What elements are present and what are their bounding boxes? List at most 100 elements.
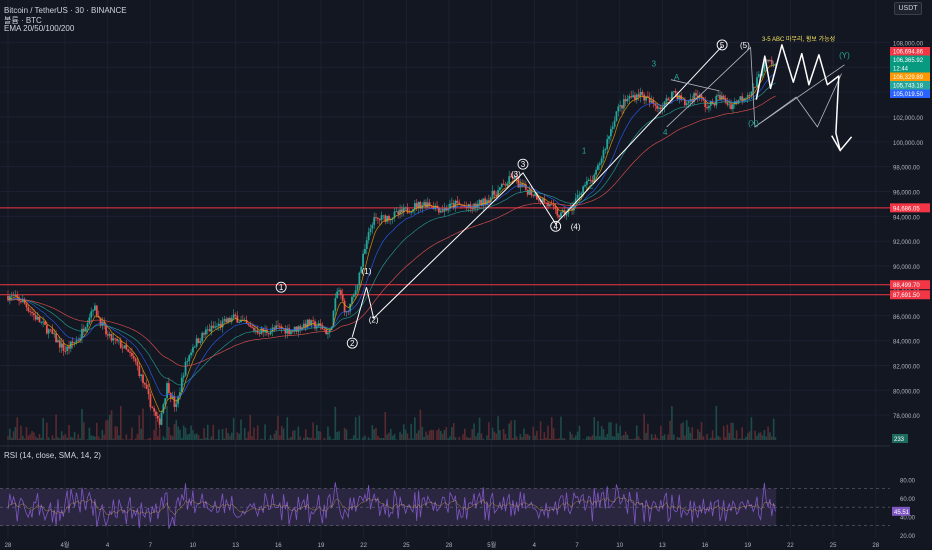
candle-body (399, 209, 401, 215)
volume-bar (489, 439, 492, 440)
volume-bar (582, 439, 584, 440)
candle-body (142, 374, 144, 384)
candle-body (656, 105, 659, 109)
volume-bar (153, 429, 155, 440)
candle-body (249, 324, 252, 327)
volume-bar (214, 439, 216, 440)
wave-label: (1) (362, 267, 372, 276)
wave-label: 3 (521, 160, 526, 169)
volume-bar (432, 430, 435, 440)
volume-bar (323, 437, 326, 440)
price-tick-label: 100,000.00 (893, 141, 924, 147)
candle-body (695, 93, 697, 96)
candle-body (42, 321, 45, 323)
candle-body (441, 210, 444, 212)
volume-bar (269, 435, 272, 440)
candle-body (229, 317, 231, 322)
candle-body (95, 305, 98, 317)
rsi-line (7, 482, 776, 529)
candle-body (345, 311, 348, 313)
candle-body (90, 311, 93, 318)
candle-body (58, 340, 61, 348)
candle-body (454, 200, 457, 208)
candle-body (27, 307, 30, 312)
volume-bar (745, 436, 747, 440)
volume-bar (532, 426, 535, 440)
volume-bar (445, 427, 448, 440)
volume-bar (454, 437, 457, 440)
candle-body (497, 190, 499, 197)
volume-bar (292, 430, 294, 440)
candles (7, 56, 777, 429)
candle-body (323, 329, 326, 331)
date-tick-label: 4 (106, 543, 110, 549)
volume-bar (190, 425, 192, 440)
candle-body (199, 341, 202, 344)
volume-bar (382, 438, 385, 440)
candle-body (134, 358, 137, 362)
volume-bar (412, 438, 414, 440)
volume-bar (99, 438, 102, 440)
candle-body (127, 349, 130, 352)
volume-tag-label: 233 (894, 437, 905, 443)
candle-body (489, 197, 492, 203)
candle-body (408, 212, 411, 214)
price-tick-label: 84,000.00 (893, 340, 920, 346)
arrow-head (831, 135, 853, 152)
ema-line (7, 73, 776, 398)
volume-bar (12, 431, 15, 440)
volume-bar (678, 437, 681, 440)
currency-button[interactable]: USDT (894, 2, 922, 15)
candle-body (264, 329, 266, 333)
volume-bar (171, 436, 174, 440)
candle-body (663, 101, 666, 108)
wave-label: 2 (350, 339, 355, 348)
candle-body (606, 139, 609, 149)
volume-bar (428, 430, 431, 440)
price-tick-label: 80,000.00 (893, 389, 920, 395)
volume-bar (356, 438, 359, 440)
volume-tag (892, 434, 908, 443)
volume-bar (436, 430, 438, 440)
price-tag-label: 94,686.05 (893, 206, 920, 212)
volume-bar (748, 431, 751, 440)
volume-bar (314, 438, 316, 440)
candle-body (661, 107, 664, 110)
candle-body (554, 206, 557, 210)
volume-bar (534, 435, 536, 440)
volume-bar (406, 433, 409, 440)
candle-body (245, 319, 248, 324)
wave-drawings[interactable] (351, 44, 853, 338)
volume-bar (201, 438, 203, 440)
candle-body (600, 158, 603, 164)
candle-body (201, 332, 204, 342)
candle-body (541, 198, 544, 202)
volume-bar (68, 424, 70, 440)
volume-bar (591, 435, 594, 440)
candle-body (190, 352, 192, 356)
volume-bar (193, 434, 196, 440)
candle-body (312, 320, 315, 322)
volume-bar (62, 435, 65, 440)
candle-body (752, 86, 755, 92)
price-tag-label: 12:44 (893, 67, 909, 73)
volume-bar (353, 435, 355, 440)
volume-bar (347, 439, 350, 440)
symbol-title: Bitcoin / TetherUS · 30 · BINANCE (4, 6, 127, 15)
wave-label: (X) (748, 119, 759, 128)
candle-body (425, 202, 427, 208)
volume-bar (206, 424, 209, 440)
candle-body (552, 204, 555, 207)
candle-body (360, 266, 363, 273)
ema-line (7, 82, 776, 386)
candle-body (548, 204, 551, 207)
horizontal-lines[interactable] (0, 207, 890, 296)
candle-body (44, 321, 46, 325)
candle-body (452, 203, 455, 208)
date-tick-label: 28 (5, 543, 12, 549)
rsi-tick-label: 20.00 (900, 534, 916, 540)
candle-body (106, 334, 109, 336)
volume-bar (506, 438, 509, 440)
candle-body (204, 329, 207, 335)
